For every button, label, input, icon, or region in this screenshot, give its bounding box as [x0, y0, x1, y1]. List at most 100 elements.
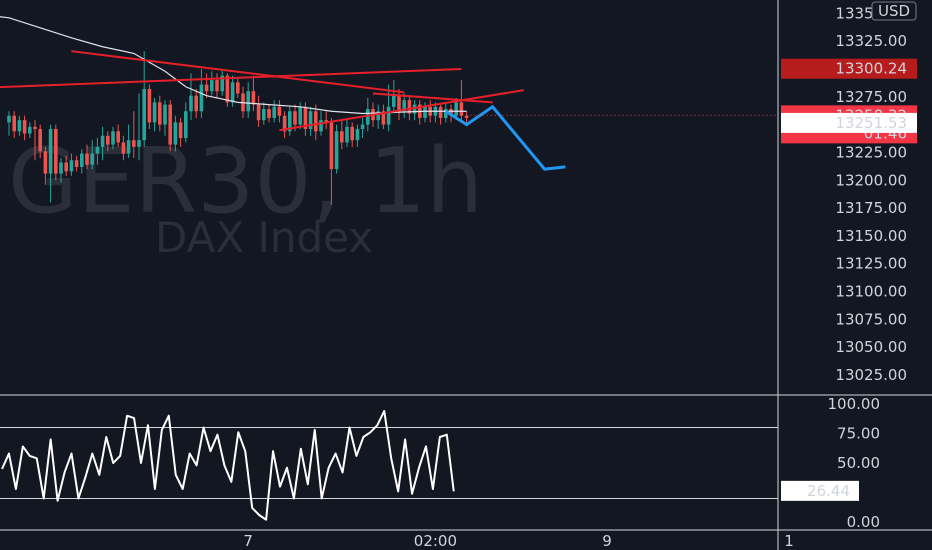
oscillator-pane[interactable]: 100.00 75.00 50.00 0.00 26.44 [0, 395, 880, 531]
candle[interactable] [350, 122, 354, 147]
candle-body [184, 111, 188, 138]
red-trendline[interactable] [71, 50, 405, 94]
candle[interactable] [85, 144, 89, 170]
candle[interactable] [392, 80, 396, 114]
candle[interactable] [355, 124, 360, 147]
candle-body [230, 82, 235, 103]
candle[interactable] [7, 111, 11, 136]
candle[interactable] [386, 84, 391, 132]
candle[interactable] [106, 131, 110, 152]
trendline-drawings[interactable] [0, 50, 566, 171]
candle[interactable] [246, 82, 250, 118]
blue-projection-path[interactable] [444, 104, 566, 171]
candle[interactable] [142, 51, 146, 147]
candle[interactable] [59, 158, 63, 183]
candle-body [464, 115, 469, 118]
candle[interactable] [262, 102, 266, 125]
candle[interactable] [438, 104, 443, 125]
candle[interactable] [210, 71, 214, 96]
candle-body [22, 120, 27, 134]
candle[interactable] [230, 75, 235, 107]
candle[interactable] [464, 111, 469, 125]
candle[interactable] [366, 97, 370, 132]
candle[interactable] [43, 146, 48, 185]
candle[interactable] [345, 120, 349, 147]
candle[interactable] [137, 93, 141, 161]
candle[interactable] [152, 97, 157, 132]
candle[interactable] [272, 100, 276, 123]
candle[interactable] [48, 124, 53, 203]
candle-body [100, 135, 105, 147]
candle-body [402, 100, 406, 112]
candle[interactable] [168, 100, 172, 152]
candle[interactable] [64, 155, 68, 176]
candle[interactable] [220, 68, 224, 96]
candle[interactable] [178, 117, 183, 147]
candle[interactable] [324, 111, 328, 130]
candle[interactable] [360, 117, 365, 138]
candle-body [256, 104, 261, 121]
candle[interactable] [267, 104, 271, 123]
price-tick-label: 13125.00 [835, 255, 907, 273]
candle[interactable] [314, 104, 318, 141]
candle[interactable] [69, 153, 74, 176]
candle[interactable] [340, 120, 344, 150]
candle-body [314, 111, 318, 132]
candle[interactable] [132, 111, 136, 158]
candle[interactable] [22, 115, 27, 141]
candle[interactable] [204, 73, 209, 98]
candle[interactable] [184, 102, 188, 143]
candle[interactable] [111, 126, 115, 150]
candle[interactable] [54, 124, 58, 181]
candle[interactable] [418, 100, 422, 125]
candle[interactable] [126, 124, 131, 158]
candle[interactable] [90, 140, 94, 170]
candle[interactable] [251, 75, 256, 112]
candle[interactable] [329, 117, 334, 205]
candle-body [43, 151, 48, 174]
candle-body [142, 89, 146, 141]
candle[interactable] [74, 155, 79, 172]
red-trendline[interactable] [0, 67, 462, 89]
candle-body [376, 111, 380, 121]
candle-body [132, 140, 136, 147]
candle[interactable] [334, 124, 339, 174]
candle-body [64, 162, 68, 172]
candle[interactable] [288, 106, 292, 136]
candle[interactable] [194, 89, 198, 118]
currency-badge[interactable]: USD [871, 1, 917, 21]
candle[interactable] [80, 149, 84, 174]
candle[interactable] [147, 84, 152, 130]
candle-body [106, 135, 110, 145]
time-axis-labels[interactable]: 7 02:00 9 1 [243, 532, 793, 550]
candle-body [360, 124, 365, 130]
candle[interactable] [282, 111, 287, 138]
candle[interactable] [121, 135, 126, 161]
candle[interactable] [215, 73, 219, 98]
candle[interactable] [173, 115, 178, 152]
candle[interactable] [381, 104, 386, 130]
candle[interactable] [100, 126, 105, 161]
candle-body [412, 104, 417, 114]
candle[interactable] [12, 111, 16, 138]
candle[interactable] [402, 93, 406, 118]
candle[interactable] [412, 100, 417, 121]
candle[interactable] [163, 100, 167, 136]
candle[interactable] [28, 122, 32, 138]
candle[interactable] [308, 106, 313, 136]
candle[interactable] [158, 95, 162, 132]
red-trendline[interactable] [279, 89, 524, 132]
red-trendline[interactable] [372, 92, 493, 104]
candle[interactable] [33, 120, 37, 161]
candle[interactable] [277, 100, 282, 123]
candle[interactable] [376, 104, 380, 130]
candle[interactable] [397, 89, 401, 121]
candle[interactable] [236, 77, 240, 98]
candle[interactable] [189, 73, 193, 121]
candle[interactable] [256, 95, 261, 127]
candle[interactable] [95, 137, 100, 165]
candle[interactable] [38, 124, 42, 158]
candle[interactable] [17, 115, 22, 136]
candle[interactable] [116, 124, 120, 147]
